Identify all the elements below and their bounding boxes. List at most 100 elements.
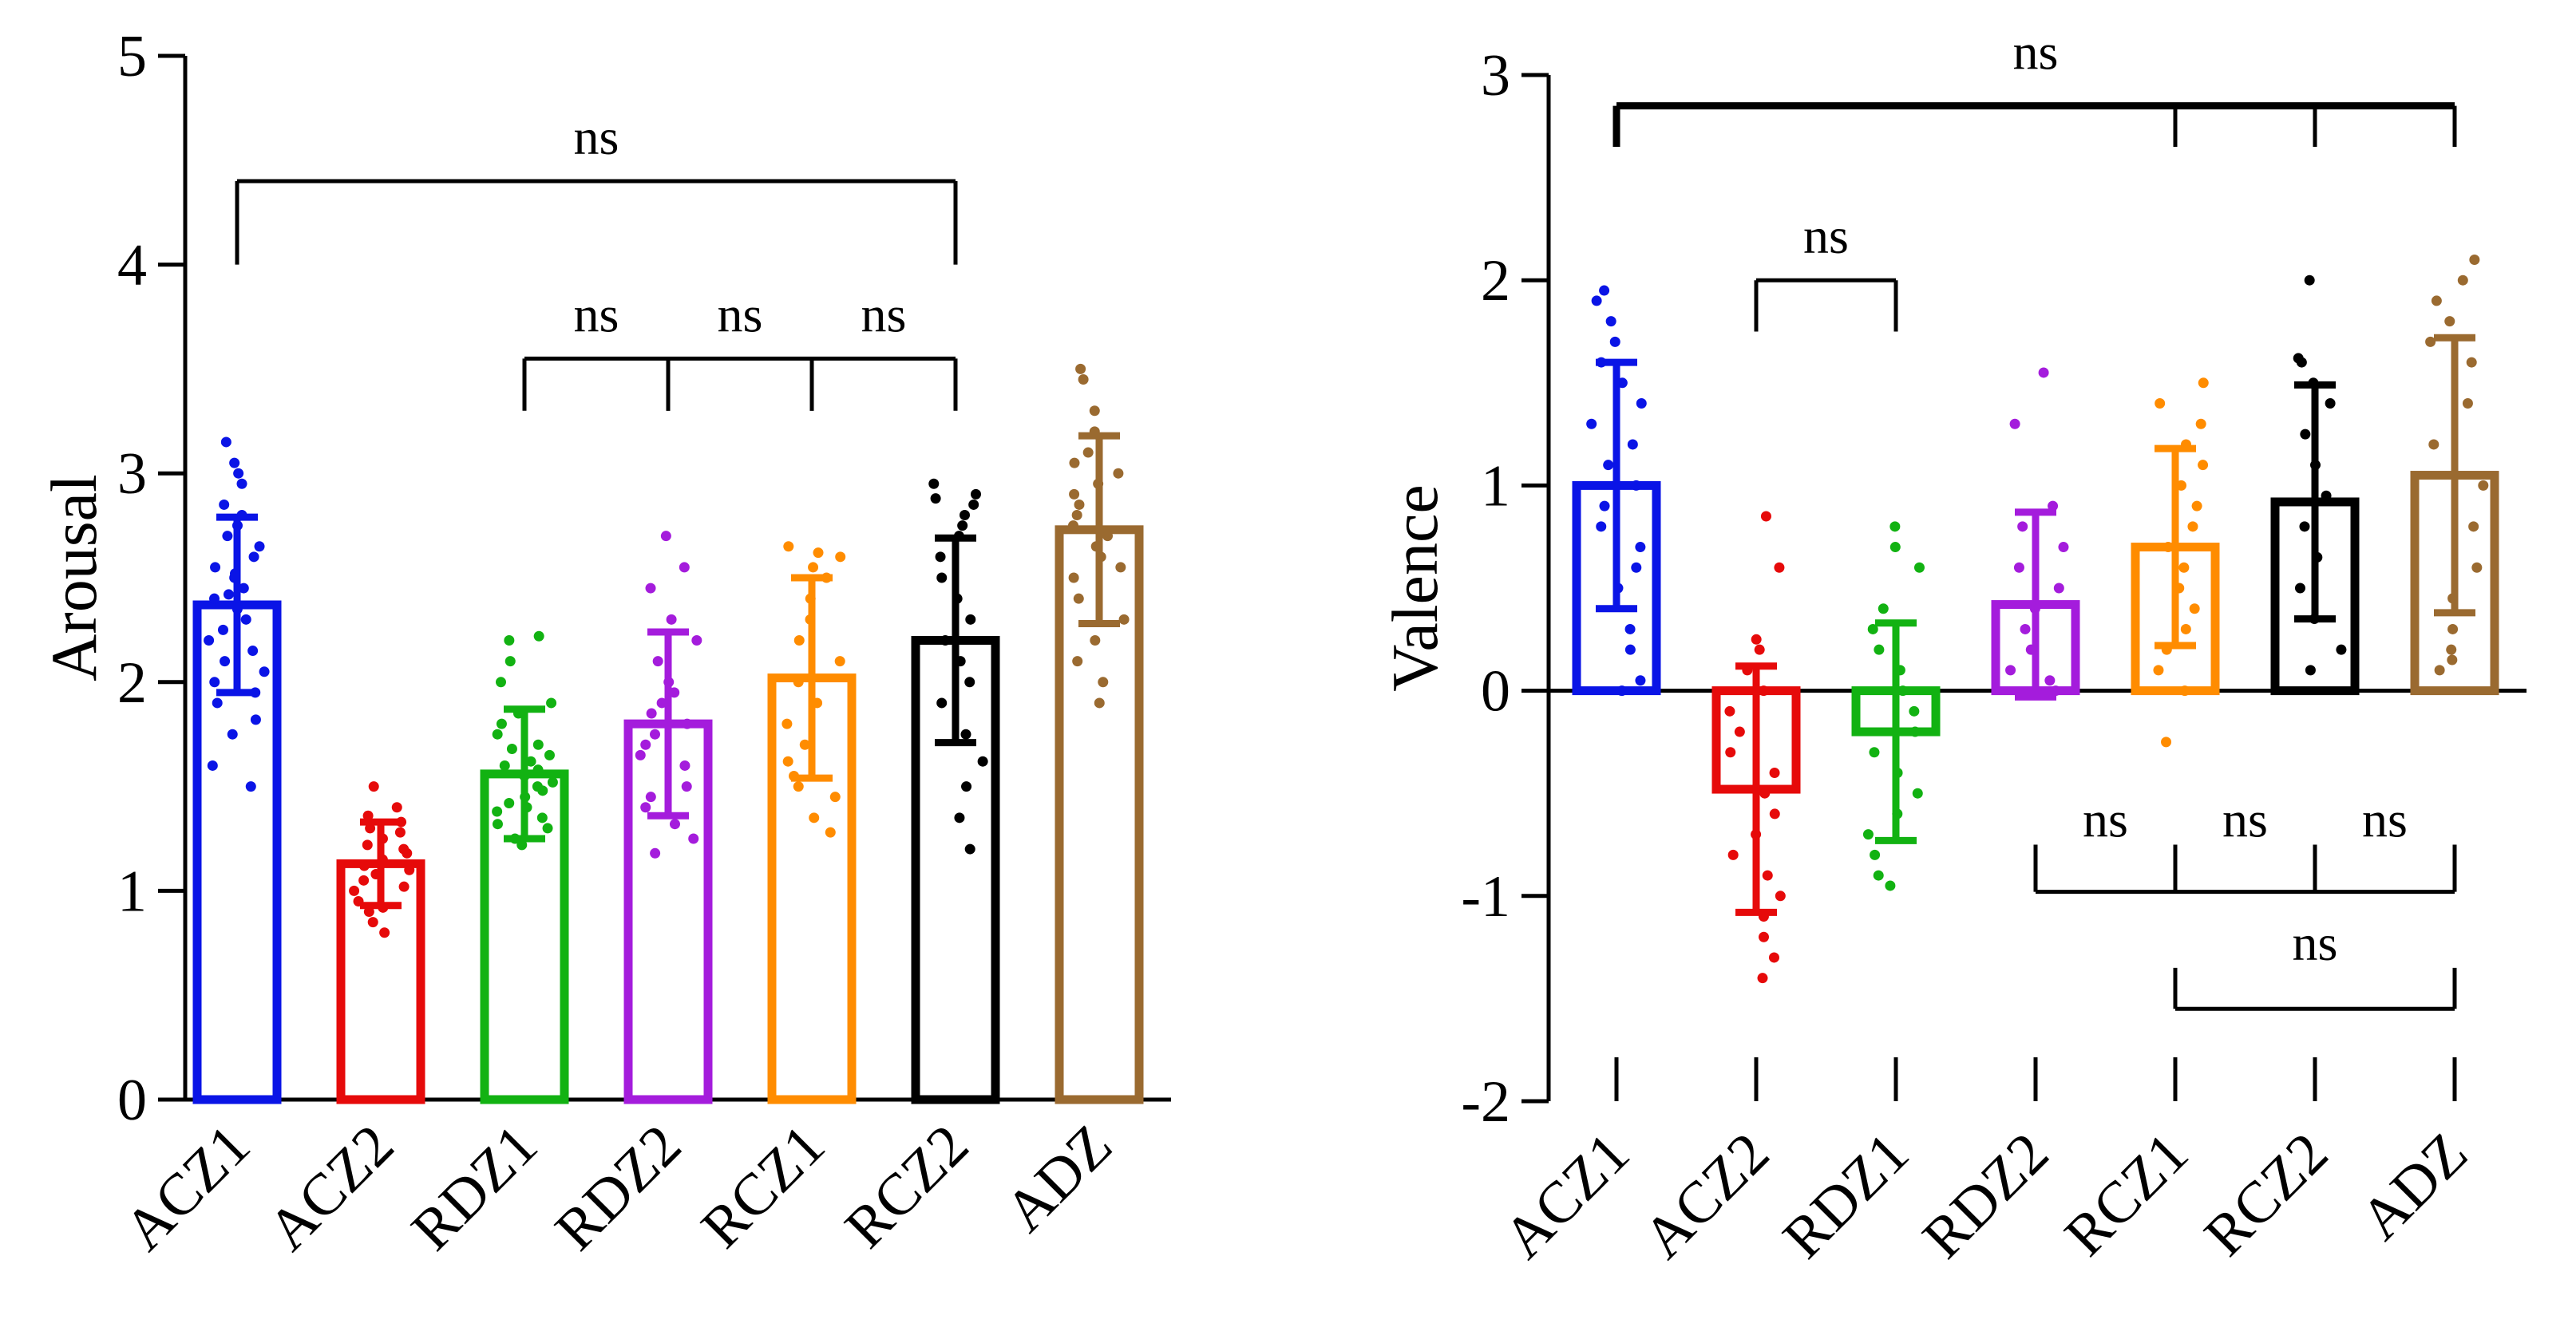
data-point xyxy=(834,656,845,667)
data-point xyxy=(233,468,244,479)
y-tick-label: 2 xyxy=(1481,248,1510,314)
data-point xyxy=(492,806,503,817)
data-point xyxy=(793,781,804,792)
data-point xyxy=(1078,373,1089,385)
data-point xyxy=(245,781,256,792)
data-point xyxy=(207,760,218,771)
data-point xyxy=(2009,418,2020,429)
data-point xyxy=(2195,418,2206,429)
data-point xyxy=(398,881,410,892)
data-point xyxy=(2020,623,2031,634)
data-point xyxy=(516,839,528,851)
data-point xyxy=(209,677,220,688)
data-point xyxy=(2180,623,2191,634)
significance-label: ns xyxy=(574,109,619,165)
y-tick-label: 0 xyxy=(117,1068,147,1133)
data-point xyxy=(691,634,702,646)
data-point xyxy=(1118,614,1130,625)
category-label: RCZ2 xyxy=(2192,1120,2341,1269)
data-point xyxy=(250,714,261,725)
data-point xyxy=(688,833,699,844)
data-point xyxy=(496,718,507,729)
data-point xyxy=(1754,644,1765,655)
data-point xyxy=(964,677,975,688)
data-point xyxy=(2469,254,2480,265)
data-point xyxy=(640,739,651,750)
data-point xyxy=(1725,747,1736,758)
data-point xyxy=(2294,583,2305,594)
data-point xyxy=(650,847,661,859)
data-point xyxy=(1624,644,1636,655)
category-label: ACZ1 xyxy=(1491,1120,1642,1271)
data-point xyxy=(635,749,646,760)
category-label: RDZ1 xyxy=(399,1112,550,1263)
data-point xyxy=(960,729,971,740)
data-point xyxy=(1862,829,1874,840)
data-point xyxy=(492,819,503,830)
data-point xyxy=(682,718,693,729)
data-point xyxy=(1586,418,1597,429)
data-point xyxy=(2198,460,2209,471)
data-point xyxy=(2189,603,2200,614)
data-point xyxy=(936,697,948,709)
data-point xyxy=(1069,457,1080,468)
data-point xyxy=(2161,737,2172,748)
data-point xyxy=(961,781,972,792)
data-point xyxy=(783,541,794,552)
y-tick-label: 5 xyxy=(117,24,147,89)
data-point xyxy=(1889,542,1901,553)
data-point xyxy=(640,802,651,813)
data-point xyxy=(236,478,247,489)
data-point xyxy=(2304,275,2315,286)
data-point xyxy=(398,843,410,855)
data-point xyxy=(2153,665,2164,676)
data-point xyxy=(669,819,680,830)
data-point xyxy=(2321,490,2332,501)
data-point xyxy=(2434,665,2445,676)
data-point xyxy=(940,634,951,646)
category-label: ACZ2 xyxy=(1631,1120,1782,1271)
data-point xyxy=(1599,500,1610,511)
data-point xyxy=(782,756,793,767)
data-point xyxy=(1631,562,1642,573)
data-point xyxy=(2053,583,2064,594)
significance-label: ns xyxy=(2083,792,2128,848)
data-point xyxy=(2478,480,2489,491)
data-point xyxy=(363,906,374,918)
data-point xyxy=(204,634,215,646)
data-point xyxy=(799,739,810,750)
data-point xyxy=(1889,521,1901,532)
data-point xyxy=(1873,870,1884,881)
data-point xyxy=(2155,398,2166,409)
data-point xyxy=(1596,521,1607,532)
data-point xyxy=(1073,593,1084,604)
data-point xyxy=(1636,398,1647,409)
data-point xyxy=(809,812,820,824)
data-point xyxy=(240,614,251,625)
data-point xyxy=(1075,363,1086,374)
data-point xyxy=(368,781,379,792)
data-point xyxy=(1759,788,1771,799)
data-point xyxy=(247,646,259,657)
data-point xyxy=(505,656,516,667)
data-point xyxy=(829,792,841,803)
data-point xyxy=(1769,808,1780,820)
data-point xyxy=(1757,973,1768,984)
data-point xyxy=(2044,675,2056,686)
data-point xyxy=(660,531,671,542)
data-point xyxy=(394,827,406,838)
data-point xyxy=(254,541,265,552)
data-point xyxy=(2178,562,2190,573)
data-point xyxy=(404,864,415,875)
data-point xyxy=(220,656,231,667)
data-point xyxy=(532,764,544,776)
data-point xyxy=(1102,531,1114,542)
data-point xyxy=(681,781,692,792)
data-point xyxy=(1897,685,1909,697)
data-point xyxy=(2299,521,2310,532)
data-point xyxy=(970,488,981,500)
data-point xyxy=(646,708,657,719)
data-point xyxy=(1616,685,1628,697)
y-tick-label: 1 xyxy=(1481,453,1510,519)
